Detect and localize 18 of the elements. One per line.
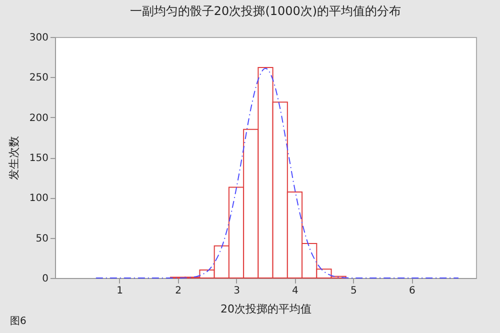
x-tick-label: 4 (292, 286, 298, 296)
y-tick-label: 300 (29, 32, 48, 44)
x-axis-title: 20次投掷的平均值 (220, 302, 312, 316)
y-tick-label: 0 (42, 274, 48, 284)
y-tick-label: 150 (29, 153, 48, 164)
y-tick-label: 50 (36, 233, 48, 244)
caption: 图6 (10, 315, 26, 328)
line-series (95, 68, 459, 278)
x-tick-label: 2 (175, 286, 182, 296)
y-tick-label: 200 (29, 112, 48, 124)
y-tick-label: 250 (29, 72, 48, 84)
x-tick-label: 1 (116, 286, 124, 296)
y-axis-title: 发生次数 (7, 136, 20, 180)
y-tick-label: 100 (29, 193, 48, 204)
x-tick-label: 5 (350, 286, 357, 296)
chart-title: 一副均匀的骰子20次投掷(1000次)的平均值的分布 (130, 4, 402, 18)
x-tick-label: 6 (408, 286, 416, 296)
x-tick-label: 3 (234, 286, 240, 296)
